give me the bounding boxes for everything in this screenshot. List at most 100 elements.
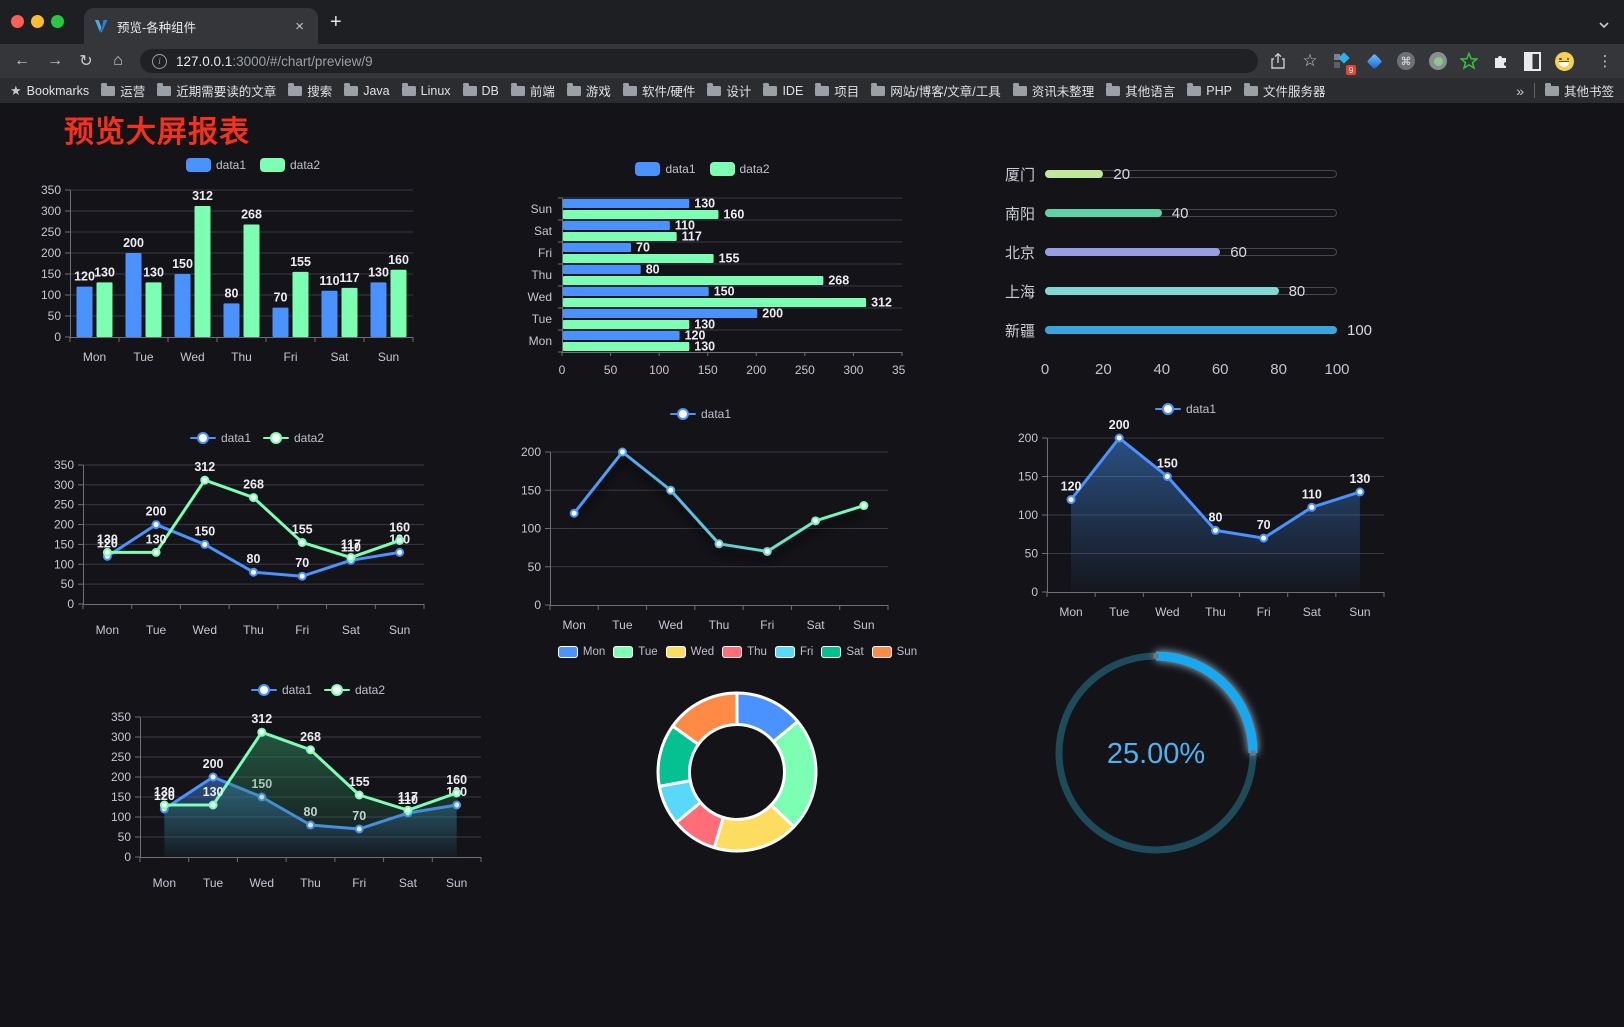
tab-title: 预览-各种组件 <box>117 20 197 35</box>
folder-icon <box>1106 83 1121 96</box>
legend-item-data1[interactable]: data1 <box>635 162 696 176</box>
bookmark-folder-item[interactable]: 近期需要读的文章 <box>157 81 276 100</box>
legend-item-data1[interactable]: data1 <box>1154 402 1216 416</box>
bookmark-folder-item[interactable]: 前端 <box>510 81 555 100</box>
legend-swatch <box>1154 402 1181 416</box>
other-bookmarks-label: 其他书签 <box>1563 85 1614 99</box>
reload-icon[interactable]: ↻ <box>79 53 93 70</box>
svg-text:160: 160 <box>389 520 410 534</box>
bookmark-folder-item[interactable]: 网站/博客/文章/工具 <box>871 81 1001 100</box>
puzzle-extensions-icon[interactable] <box>1490 50 1512 72</box>
bookmarks-overflow-chevron[interactable]: » <box>1516 82 1524 99</box>
tab-close-icon[interactable]: × <box>295 17 304 35</box>
svg-text:100: 100 <box>111 810 131 824</box>
legend-item-wed[interactable]: Wed <box>665 646 714 658</box>
bookmark-folder-item[interactable]: 其他语言 <box>1106 81 1175 100</box>
bookmark-folder-item[interactable]: PHP <box>1187 83 1232 98</box>
progress-axis-tick: 0 <box>1040 361 1050 378</box>
svg-text:200: 200 <box>146 505 167 519</box>
legend-item-thu[interactable]: Thu <box>722 646 767 658</box>
legend-item-fri[interactable]: Fri <box>774 646 813 658</box>
legend-item-sat[interactable]: Sat <box>821 646 864 658</box>
forward-icon[interactable]: → <box>47 52 63 69</box>
svg-text:Sun: Sun <box>531 202 552 216</box>
svg-text:155: 155 <box>292 522 313 536</box>
bookmark-label: Java <box>363 83 390 98</box>
bookmark-folder-item[interactable]: 文件服务器 <box>1243 81 1326 100</box>
legend-item-data2[interactable]: data2 <box>260 158 320 172</box>
svg-text:120: 120 <box>1061 480 1082 494</box>
bookmark-folder-item[interactable]: 游戏 <box>566 81 611 100</box>
window-close-button[interactable] <box>11 15 24 28</box>
progress-axis-tick: 100 <box>1324 361 1350 378</box>
bookmark-folder-item[interactable]: 项目 <box>815 81 859 100</box>
browser-tab[interactable]: 预览-各种组件 × <box>84 8 318 44</box>
legend-item-data2[interactable]: data2 <box>709 162 770 176</box>
progress-label: 北京 <box>1004 244 1035 262</box>
svg-text:120: 120 <box>97 536 118 550</box>
legend-item-data1[interactable]: data1 <box>185 158 246 172</box>
svg-text:300: 300 <box>54 478 74 492</box>
bookmark-folder-item[interactable]: 资讯未整理 <box>1012 81 1094 100</box>
legend-item-mon[interactable]: Mon <box>557 646 605 658</box>
browser-menu-icon[interactable]: ⋮ <box>1597 53 1613 70</box>
legend-item-sun[interactable]: Sun <box>871 646 917 658</box>
legend-swatch <box>263 431 289 445</box>
svg-text:350: 350 <box>892 363 905 377</box>
svg-text:100: 100 <box>1018 508 1038 522</box>
svg-text:100: 100 <box>521 522 541 536</box>
window-zoom-button[interactable] <box>51 15 64 28</box>
share-icon[interactable] <box>1266 49 1290 73</box>
legend-item-data2[interactable]: data2 <box>263 431 324 445</box>
record-extension-icon[interactable] <box>1427 50 1449 72</box>
svg-text:250: 250 <box>41 225 61 239</box>
tab-search-chevron-icon[interactable] <box>1598 16 1610 34</box>
bookmark-star-icon[interactable]: ☆ <box>1302 51 1318 70</box>
command-extension-icon[interactable]: ⌘ <box>1395 50 1417 72</box>
contrast-extension-icon[interactable] <box>1521 50 1543 72</box>
address-bar[interactable]: i 127.0.0.1:3000/#/chart/preview/9 <box>140 49 1258 73</box>
bookmark-folder-item[interactable]: 软件/硬件 <box>622 81 695 100</box>
legend-item-data1[interactable]: data1 <box>250 683 312 697</box>
legend-item-data2[interactable]: data2 <box>324 683 385 697</box>
legend-item-tue[interactable]: Tue <box>613 646 658 658</box>
green-star-extension-icon[interactable] <box>1458 50 1480 72</box>
legend-item-data1[interactable]: data1 <box>189 431 251 445</box>
bookmark-folder-item[interactable]: DB <box>462 83 499 98</box>
progress-axis-tick: 20 <box>1095 361 1112 378</box>
apps-grid-extension-icon[interactable]: 9 <box>1330 50 1356 75</box>
new-tab-button[interactable]: + <box>330 11 342 33</box>
bookmark-folder-item[interactable]: 设计 <box>707 81 751 100</box>
svg-text:80: 80 <box>247 552 261 566</box>
url-text[interactable]: 127.0.0.1:3000/#/chart/preview/9 <box>176 53 373 69</box>
bookmark-label: 近期需要读的文章 <box>176 85 277 99</box>
svg-text:Thu: Thu <box>300 876 321 890</box>
progress-value: 20 <box>1113 165 1131 183</box>
bookmarks-manager-item[interactable]: ★ Bookmarks <box>10 83 89 99</box>
back-icon[interactable]: ← <box>14 52 30 69</box>
bookmark-folder-item[interactable]: Java <box>344 83 390 98</box>
bookmark-folder-item[interactable]: 运营 <box>101 81 145 100</box>
bookmark-folder-item[interactable]: IDE <box>763 83 803 98</box>
folder-icon <box>1187 83 1202 96</box>
progress-value: 60 <box>1230 243 1247 261</box>
bookmark-folder-item[interactable]: Linux <box>401 83 451 98</box>
bookmark-label: PHP <box>1206 83 1232 98</box>
svg-text:268: 268 <box>300 730 321 744</box>
svg-text:200: 200 <box>54 518 74 532</box>
other-bookmarks-item[interactable]: 其他书签 <box>1544 81 1614 100</box>
legend-item-data1[interactable]: data1 <box>669 407 731 421</box>
chart-legend: data1 data2 <box>103 683 533 697</box>
window-minimize-button[interactable] <box>31 15 44 28</box>
bookmark-folder-item[interactable]: 搜索 <box>288 81 332 100</box>
site-info-icon[interactable]: i <box>152 53 167 69</box>
folder-icon <box>401 83 416 96</box>
profile-emoji-icon[interactable] <box>1553 50 1575 72</box>
kite-extension-icon[interactable] <box>1363 50 1385 72</box>
bookmark-label: 前端 <box>529 85 555 99</box>
bookmark-label: 设计 <box>726 85 752 99</box>
svg-text:Wed: Wed <box>180 350 204 364</box>
svg-text:50: 50 <box>61 577 75 591</box>
home-icon[interactable]: ⌂ <box>113 52 123 69</box>
bookmark-label: 文件服务器 <box>1262 85 1326 99</box>
